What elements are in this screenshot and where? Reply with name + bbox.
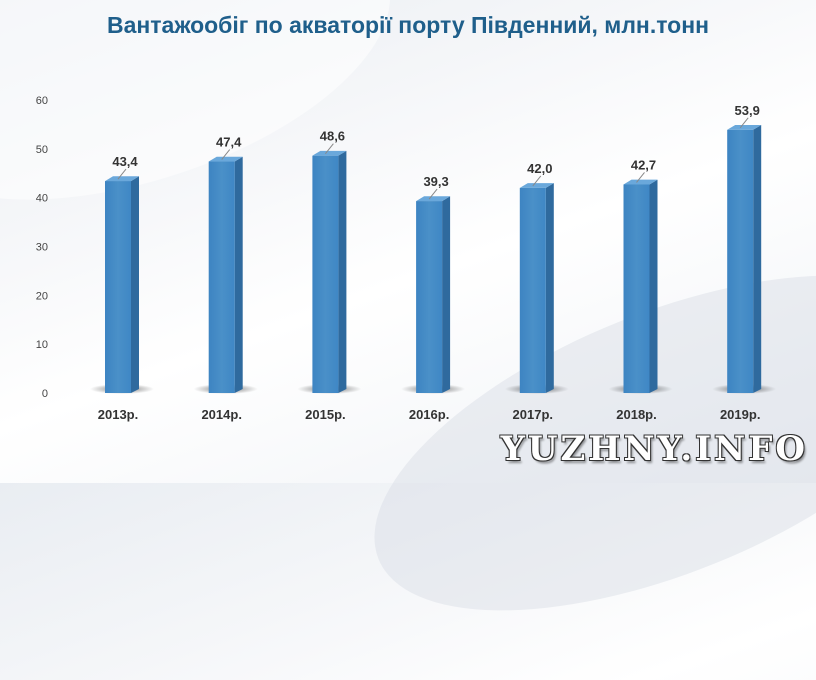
data-label: 53,9 xyxy=(735,103,760,118)
bar xyxy=(519,187,546,393)
bar-side xyxy=(234,156,243,393)
y-tick-label: 30 xyxy=(36,242,48,254)
bar-side xyxy=(131,176,139,393)
x-tick-label: 2014р. xyxy=(201,407,241,422)
data-label: 47,4 xyxy=(216,135,242,150)
bar-side xyxy=(753,124,762,393)
data-label-leader xyxy=(739,117,749,129)
watermark-logo: YUZHNY.INFO xyxy=(500,429,808,469)
data-label-leader xyxy=(117,168,127,180)
bar xyxy=(208,161,235,393)
bar-side xyxy=(545,183,554,393)
y-tick-label: 60 xyxy=(36,95,48,107)
bar-top xyxy=(727,124,762,130)
bar-top xyxy=(623,179,658,185)
x-tick-label: 2013р. xyxy=(98,407,138,422)
bar-side xyxy=(442,196,451,393)
data-label: 39,3 xyxy=(423,174,448,189)
bar-chart: 0 10 20 30 40 50 60 43,4 2013р. 47,4 2014р. 48,6 201… xyxy=(36,95,777,422)
bar-side xyxy=(649,179,658,393)
y-tick-label: 40 xyxy=(36,193,48,205)
data-label: 42,7 xyxy=(631,157,656,172)
data-label-leader xyxy=(428,188,438,200)
data-label: 48,6 xyxy=(320,129,345,144)
chart-title: Вантажообіг по акваторії порту Південний… xyxy=(106,12,710,38)
y-tick-label: 20 xyxy=(36,290,48,302)
bar-top xyxy=(519,183,554,188)
y-tick-label: 50 xyxy=(36,144,48,156)
data-label: 43,4 xyxy=(112,154,138,169)
data-label-leader xyxy=(532,175,542,187)
x-tick-label: 2015р. xyxy=(305,407,345,422)
bar xyxy=(312,155,339,393)
x-tick-label: 2018р. xyxy=(616,407,656,422)
y-tick-label: 10 xyxy=(36,339,48,351)
bar-top xyxy=(312,150,347,156)
bar-top xyxy=(105,176,139,182)
bar xyxy=(623,184,650,393)
bar xyxy=(727,129,754,393)
bar-top xyxy=(416,196,451,202)
data-label: 42,0 xyxy=(527,161,552,176)
bar-side xyxy=(338,150,347,393)
y-tick-label: 0 xyxy=(42,388,48,400)
bar xyxy=(416,201,443,393)
bar xyxy=(105,181,131,393)
data-label-leader xyxy=(221,149,231,160)
x-tick-label: 2016р. xyxy=(409,407,449,422)
x-tick-label: 2019р. xyxy=(720,407,760,422)
data-label-leader xyxy=(636,172,645,183)
data-label-leader xyxy=(325,143,334,154)
bar-top xyxy=(208,156,243,162)
x-tick-label: 2017р. xyxy=(513,407,553,422)
